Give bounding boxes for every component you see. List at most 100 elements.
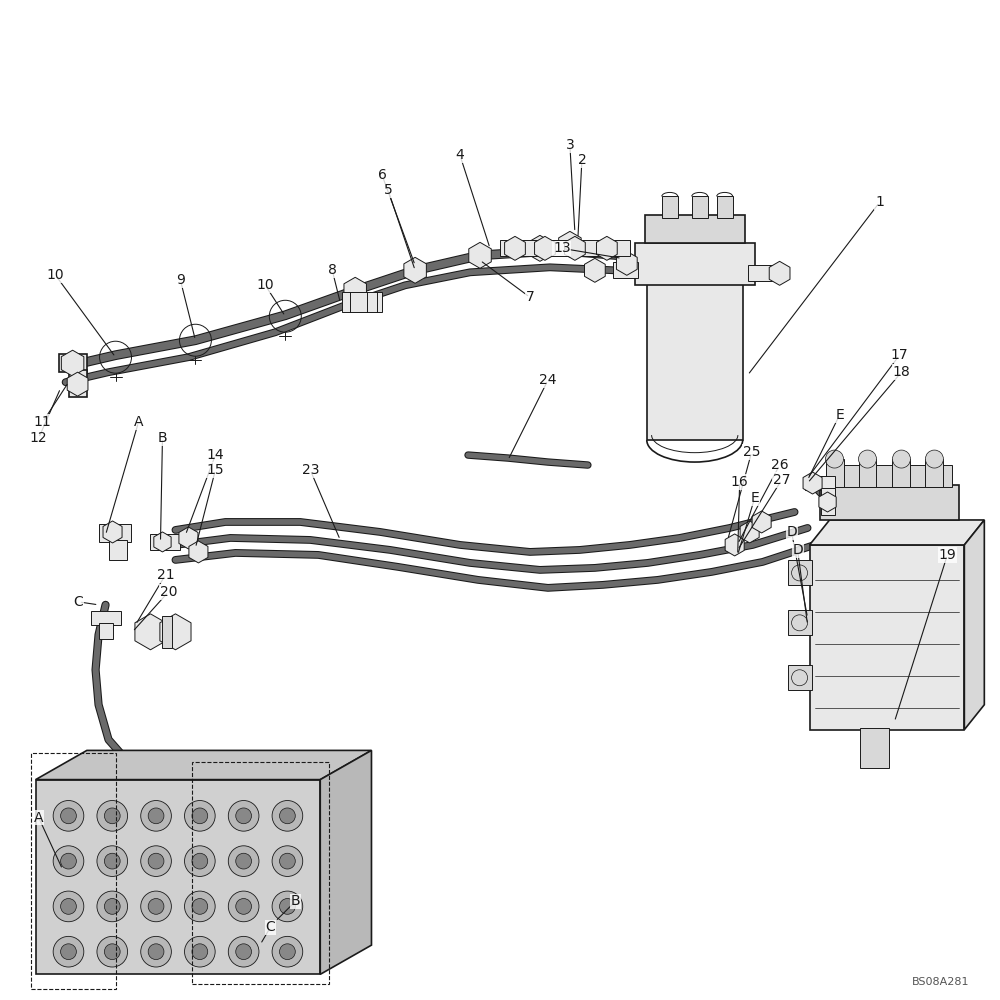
Text: 13: 13 bbox=[553, 241, 571, 255]
Polygon shape bbox=[810, 520, 984, 545]
Text: B: B bbox=[290, 894, 300, 908]
Polygon shape bbox=[559, 231, 581, 257]
Polygon shape bbox=[596, 236, 617, 260]
Circle shape bbox=[97, 936, 128, 967]
Circle shape bbox=[792, 565, 808, 581]
Bar bbox=[826, 459, 844, 487]
Bar bbox=[635, 243, 755, 285]
Text: 25: 25 bbox=[743, 445, 760, 459]
Circle shape bbox=[104, 899, 120, 914]
Text: B: B bbox=[158, 431, 167, 445]
Text: 9: 9 bbox=[176, 273, 185, 287]
Text: 7: 7 bbox=[526, 290, 534, 304]
Bar bbox=[150, 534, 180, 550]
Bar bbox=[613, 262, 638, 278]
Polygon shape bbox=[752, 511, 771, 533]
Text: 27: 27 bbox=[773, 473, 790, 487]
Polygon shape bbox=[469, 242, 491, 268]
Circle shape bbox=[826, 450, 844, 468]
Text: BS08A281: BS08A281 bbox=[912, 977, 969, 987]
Bar bbox=[810, 545, 964, 730]
Polygon shape bbox=[769, 261, 790, 285]
Bar bbox=[925, 459, 943, 487]
Circle shape bbox=[272, 801, 303, 831]
Circle shape bbox=[104, 808, 120, 824]
Text: 18: 18 bbox=[893, 365, 910, 379]
Circle shape bbox=[61, 808, 76, 824]
Circle shape bbox=[192, 899, 208, 914]
Bar bbox=[821, 488, 835, 515]
Polygon shape bbox=[529, 235, 551, 261]
Circle shape bbox=[236, 808, 252, 824]
Text: 10: 10 bbox=[257, 278, 274, 292]
Bar bbox=[860, 728, 889, 768]
Bar bbox=[692, 196, 708, 218]
Bar bbox=[500, 240, 630, 256]
Polygon shape bbox=[616, 251, 637, 275]
Bar bbox=[342, 292, 382, 312]
Circle shape bbox=[53, 801, 84, 831]
Bar bbox=[59, 354, 87, 372]
Circle shape bbox=[192, 808, 208, 824]
Text: 14: 14 bbox=[207, 448, 224, 462]
Bar bbox=[892, 459, 910, 487]
Bar bbox=[662, 196, 678, 218]
Circle shape bbox=[148, 853, 164, 869]
Text: D: D bbox=[792, 543, 803, 557]
Bar bbox=[99, 524, 131, 542]
Circle shape bbox=[53, 891, 84, 922]
Circle shape bbox=[97, 801, 128, 831]
Circle shape bbox=[192, 853, 208, 869]
Circle shape bbox=[53, 936, 84, 967]
Circle shape bbox=[141, 801, 171, 831]
Polygon shape bbox=[535, 236, 555, 260]
Bar bbox=[717, 196, 733, 218]
Polygon shape bbox=[584, 258, 605, 282]
Circle shape bbox=[148, 808, 164, 824]
Circle shape bbox=[148, 899, 164, 914]
Circle shape bbox=[892, 450, 910, 468]
Text: E: E bbox=[835, 408, 844, 422]
Text: 10: 10 bbox=[47, 268, 64, 282]
Polygon shape bbox=[36, 750, 371, 780]
Polygon shape bbox=[61, 350, 84, 376]
Circle shape bbox=[228, 846, 259, 876]
Polygon shape bbox=[179, 527, 198, 549]
Bar bbox=[828, 465, 952, 487]
Circle shape bbox=[61, 944, 76, 960]
Bar bbox=[788, 665, 812, 690]
Circle shape bbox=[925, 450, 943, 468]
Text: A: A bbox=[134, 415, 143, 429]
Polygon shape bbox=[344, 277, 366, 303]
Bar bbox=[820, 485, 959, 520]
Bar bbox=[99, 623, 113, 639]
Circle shape bbox=[280, 899, 295, 914]
Polygon shape bbox=[67, 372, 88, 396]
Polygon shape bbox=[565, 236, 585, 260]
Bar bbox=[788, 560, 812, 585]
Text: 23: 23 bbox=[302, 463, 319, 477]
Text: 16: 16 bbox=[731, 475, 749, 489]
Text: A: A bbox=[34, 811, 43, 825]
Polygon shape bbox=[103, 521, 122, 543]
Text: 15: 15 bbox=[207, 463, 224, 477]
Circle shape bbox=[61, 899, 76, 914]
Text: 4: 4 bbox=[456, 148, 464, 162]
Bar bbox=[162, 616, 172, 648]
Circle shape bbox=[141, 891, 171, 922]
Circle shape bbox=[228, 801, 259, 831]
Circle shape bbox=[792, 615, 808, 631]
Bar bbox=[805, 476, 835, 490]
Circle shape bbox=[280, 853, 295, 869]
Circle shape bbox=[104, 853, 120, 869]
Circle shape bbox=[228, 891, 259, 922]
Text: 21: 21 bbox=[157, 568, 174, 582]
Text: 12: 12 bbox=[30, 431, 47, 445]
Text: 24: 24 bbox=[539, 373, 557, 387]
Bar bbox=[31, 753, 116, 989]
Circle shape bbox=[236, 853, 252, 869]
Text: 1: 1 bbox=[875, 195, 884, 209]
Circle shape bbox=[272, 936, 303, 967]
Circle shape bbox=[185, 891, 215, 922]
Bar bbox=[748, 265, 773, 281]
